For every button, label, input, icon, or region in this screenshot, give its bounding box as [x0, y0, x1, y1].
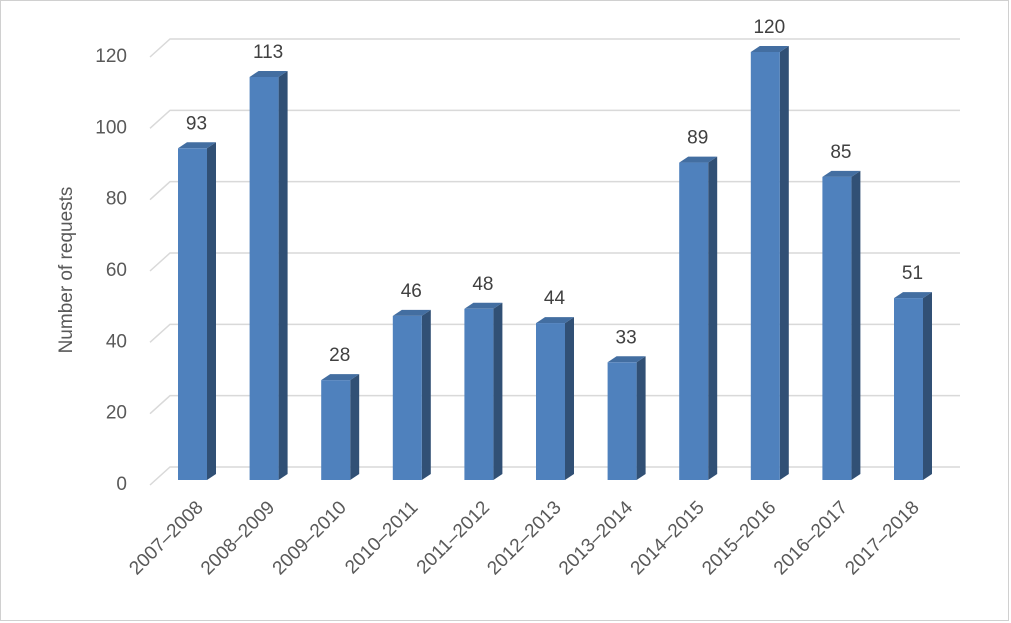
data-label: 46	[401, 281, 422, 302]
bar	[392, 309, 431, 480]
data-label: 44	[544, 288, 566, 309]
y-axis-title: Number of requests	[56, 187, 77, 354]
bar	[607, 356, 646, 480]
y-tick-label: 80	[106, 189, 127, 210]
bar-front	[750, 52, 780, 480]
y-tick-label: 40	[106, 331, 127, 352]
bar-top	[679, 156, 718, 163]
data-label: 120	[753, 17, 785, 38]
y-tick-label: 20	[106, 403, 127, 424]
bar	[822, 170, 861, 481]
bar-side	[636, 356, 646, 480]
bar-side	[207, 142, 216, 481]
bar-top	[822, 170, 861, 177]
bar-front	[894, 298, 923, 480]
bar-front	[392, 315, 422, 480]
bar	[750, 46, 789, 480]
bar-front	[607, 362, 637, 480]
bar	[321, 374, 360, 480]
data-label: 85	[830, 142, 851, 163]
y-tick-label: 60	[106, 260, 127, 281]
bar-top	[894, 292, 932, 299]
bar-top	[321, 374, 360, 381]
data-label: 28	[329, 345, 350, 366]
bar-side	[851, 170, 861, 481]
data-label: 89	[687, 128, 708, 149]
bar	[464, 302, 503, 480]
bar-side	[708, 156, 718, 481]
bar-front	[536, 323, 565, 480]
bar-side	[779, 46, 789, 480]
bar-top	[178, 142, 216, 149]
data-label: 51	[902, 263, 923, 284]
bar-front	[822, 176, 852, 481]
data-label: 93	[186, 113, 207, 134]
bar-top	[392, 309, 431, 316]
bar-side	[493, 302, 503, 480]
data-label: 113	[253, 42, 283, 63]
grid-line	[149, 38, 960, 58]
data-label: 48	[472, 274, 493, 295]
y-tick-label: 0	[116, 474, 127, 495]
bar-side	[278, 70, 288, 480]
y-tick-label: 120	[95, 46, 127, 67]
bar-front	[321, 380, 351, 480]
bar-front	[679, 162, 709, 481]
bar-top	[536, 317, 574, 324]
bar	[178, 142, 216, 481]
grid-line	[149, 109, 960, 129]
bar-side	[565, 317, 574, 480]
bar	[249, 70, 288, 480]
bar-front	[178, 148, 207, 481]
bar	[894, 292, 932, 480]
bar-top	[607, 356, 646, 363]
y-tick-label: 100	[95, 117, 127, 138]
bar-side	[350, 374, 360, 480]
bar-top	[750, 46, 789, 52]
bar-side	[421, 309, 431, 480]
bar	[679, 156, 718, 481]
bar-side	[923, 292, 932, 480]
bar	[536, 317, 574, 480]
data-label: 33	[616, 327, 637, 348]
bar-top	[464, 302, 503, 309]
bar-front	[249, 76, 279, 480]
bar-top	[249, 70, 288, 77]
bar-front	[464, 308, 494, 480]
